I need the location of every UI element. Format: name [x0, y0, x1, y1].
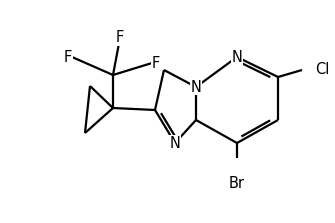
Text: N: N: [231, 50, 243, 64]
Text: N: N: [170, 136, 181, 151]
Text: F: F: [64, 50, 72, 64]
Text: F: F: [152, 56, 160, 70]
Text: N: N: [191, 80, 201, 95]
Text: Cl: Cl: [315, 62, 329, 78]
Text: Br: Br: [229, 176, 245, 190]
Text: F: F: [116, 31, 124, 45]
